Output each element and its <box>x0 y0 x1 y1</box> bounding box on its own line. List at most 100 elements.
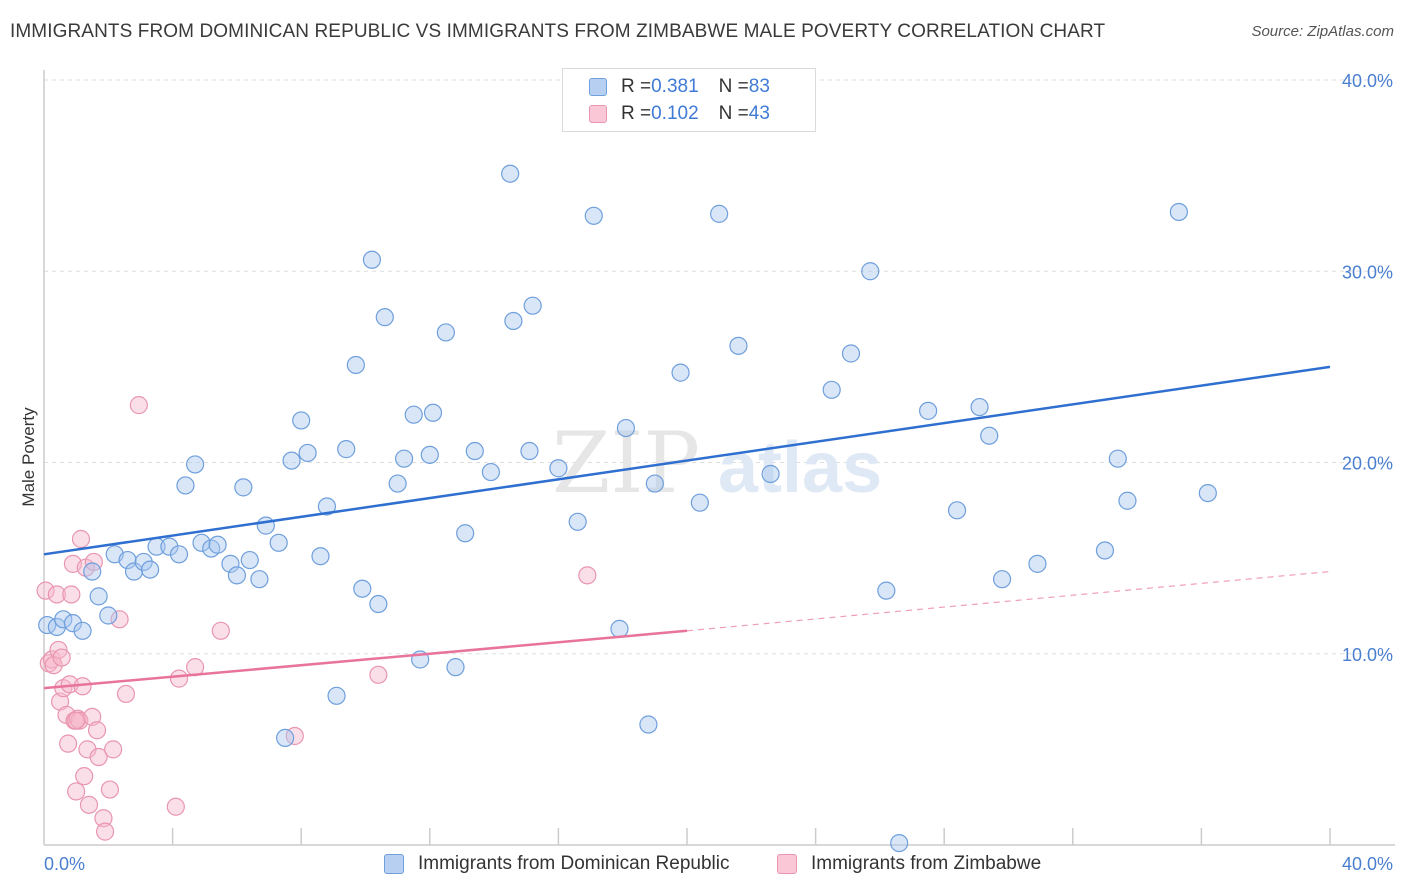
data-point <box>369 665 388 684</box>
data-point <box>169 545 189 564</box>
data-point <box>423 403 443 422</box>
data-point <box>89 747 108 767</box>
y-tick-label: 20.0% <box>1342 454 1393 474</box>
data-point <box>59 734 78 753</box>
data-point <box>568 512 587 531</box>
data-point <box>465 441 484 461</box>
data-point <box>890 833 909 853</box>
y-tick-label: 10.0% <box>1342 645 1393 665</box>
data-point <box>375 308 394 327</box>
data-point <box>298 443 317 463</box>
data-point <box>404 405 423 424</box>
data-point <box>877 581 896 600</box>
data-point <box>89 587 108 606</box>
chart-title: IMMIGRANTS FROM DOMINICAN REPUBLIC VS IM… <box>10 21 1106 42</box>
y-tick-label: 30.0% <box>1342 262 1393 282</box>
data-point <box>337 440 356 459</box>
legend-row-zimbabwe: R = 0.102 N = 43 <box>589 101 770 127</box>
data-point <box>520 441 539 461</box>
data-point <box>436 323 455 342</box>
data-point <box>211 621 230 640</box>
data-point <box>327 686 346 705</box>
y-tick-label: 40.0% <box>1342 71 1393 91</box>
data-point <box>523 296 542 315</box>
data-point <box>110 610 129 629</box>
data-point <box>919 401 938 420</box>
data-point <box>140 560 160 579</box>
dominican-points <box>38 164 1217 853</box>
data-point <box>67 782 86 801</box>
legend-r-label: R = <box>621 103 652 124</box>
data-point <box>947 501 967 520</box>
data-point <box>269 533 288 552</box>
x-tick-label: 0.0% <box>44 854 85 874</box>
y-axis-label: Male Poverty <box>19 407 38 507</box>
data-point <box>276 728 295 748</box>
data-point <box>992 570 1012 589</box>
data-point <box>79 795 99 814</box>
data-point <box>292 411 311 430</box>
data-point <box>192 533 211 552</box>
data-point <box>52 648 71 667</box>
data-point <box>420 445 439 464</box>
data-point <box>362 250 382 269</box>
data-point <box>1198 484 1217 503</box>
legend-r-label: R = <box>621 76 652 97</box>
data-point <box>645 474 664 493</box>
data-point <box>317 497 337 516</box>
data-point <box>729 336 748 355</box>
data-point <box>95 822 115 841</box>
legend-n-label: N = <box>718 76 749 97</box>
stats-legend: R = 0.381 N = 83 R = 0.102 N = 43 <box>562 68 816 132</box>
data-point <box>99 606 118 625</box>
data-point <box>100 780 120 799</box>
data-point <box>1028 554 1047 573</box>
data-point <box>169 669 189 688</box>
legend-n-label: N = <box>718 103 749 124</box>
bottom-legend-zimbabwe: Immigrants from Zimbabwe <box>777 851 1041 877</box>
data-point <box>1169 202 1188 222</box>
data-point <box>841 344 861 363</box>
data-point <box>186 455 205 474</box>
data-point <box>311 547 330 566</box>
data-point <box>67 711 86 730</box>
data-point <box>118 550 137 570</box>
data-point <box>221 554 240 573</box>
data-point <box>250 570 269 589</box>
data-point <box>1108 449 1127 468</box>
data-point <box>176 476 195 495</box>
data-point <box>481 462 500 482</box>
data-point <box>346 355 365 375</box>
data-point <box>63 614 83 633</box>
data-point <box>124 562 144 581</box>
data-point <box>584 206 603 225</box>
data-point <box>54 610 73 629</box>
source-label: Source: ZipAtlas.com <box>1251 23 1394 40</box>
legend-r-value: 0.102 <box>651 103 699 124</box>
data-point <box>166 797 185 816</box>
data-point <box>761 464 780 484</box>
data-point <box>578 566 597 585</box>
data-point <box>1095 541 1115 560</box>
bottom-swatch-pink <box>777 854 797 874</box>
legend-n-value: 83 <box>748 76 770 97</box>
axis-layer <box>43 70 1395 846</box>
zimbabwe-trend-line <box>43 629 688 690</box>
zipatlas-watermark: ZIP atlas <box>552 414 882 512</box>
data-point <box>73 621 92 640</box>
data-point <box>353 579 372 598</box>
data-point <box>104 740 123 759</box>
data-point <box>639 715 658 734</box>
legend-row-dominican: R = 0.381 N = 83 <box>589 74 770 100</box>
data-point <box>861 262 880 281</box>
data-point <box>1118 491 1137 510</box>
bottom-legend-label: Immigrants from Zimbabwe <box>811 853 1042 874</box>
data-point <box>240 550 259 570</box>
data-point <box>116 684 136 704</box>
data-point <box>75 767 94 786</box>
data-point <box>94 809 113 828</box>
data-point <box>208 535 227 554</box>
tick-labels: 10.0% 20.0% 30.0% 40.0% 0.0% 40.0% <box>44 71 1393 874</box>
data-point <box>282 451 301 470</box>
